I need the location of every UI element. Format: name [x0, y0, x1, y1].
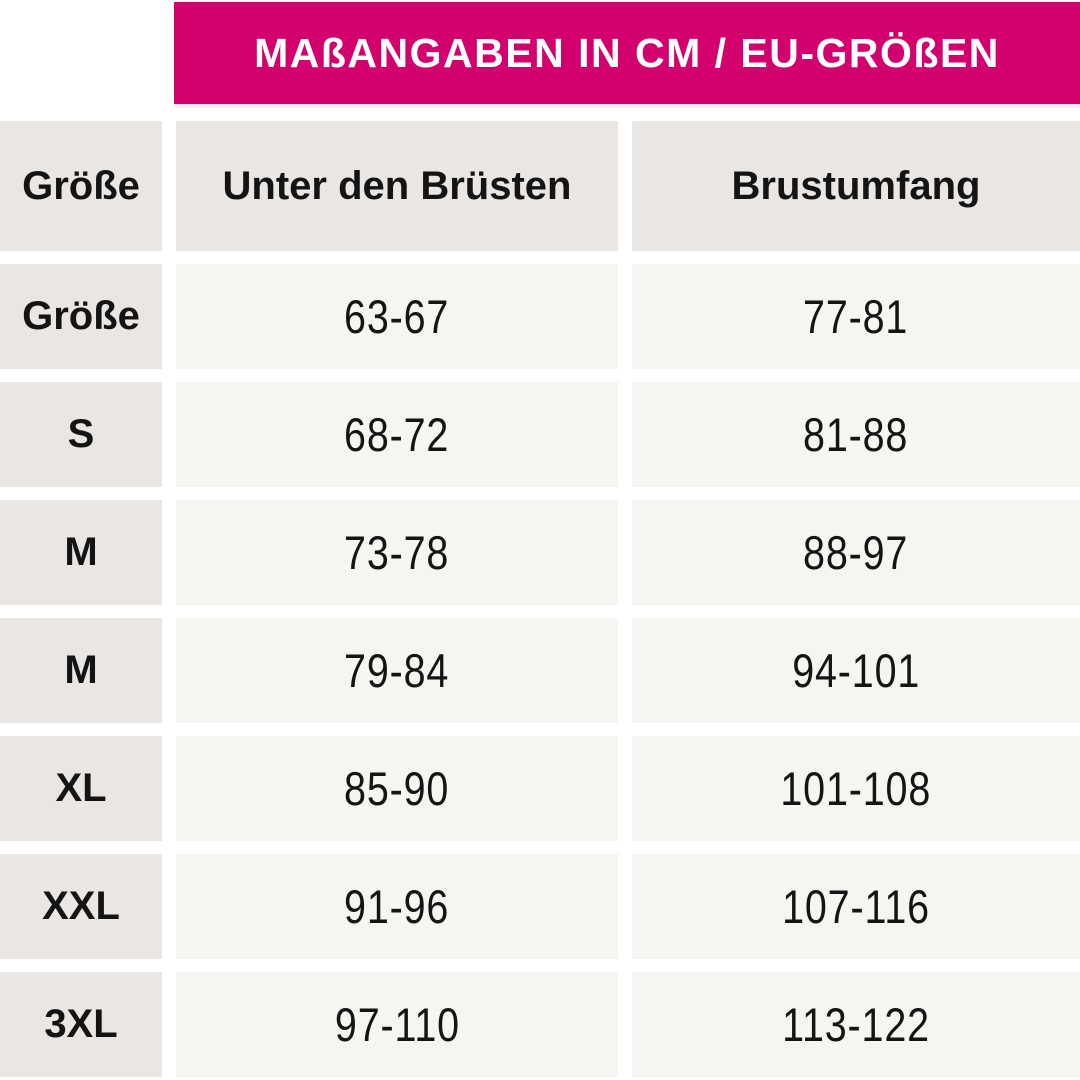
page-title: MAßANGABEN IN CM / EU-GRÖßEN [254, 29, 1000, 76]
cell-text: 81-88 [803, 408, 909, 461]
under-bust-value: 85-90 [176, 736, 618, 841]
under-bust-value: 63-67 [176, 264, 618, 369]
bust-value: 88-97 [632, 500, 1080, 605]
under-bust-value: 73-78 [176, 500, 618, 605]
bust-value: 107-116 [632, 854, 1080, 959]
column-header-size: Größe [0, 121, 162, 251]
cell-text: 113-122 [782, 998, 930, 1051]
cell-text: 101-108 [780, 762, 932, 815]
column-header-under-bust: Unter den Brüsten [176, 121, 618, 251]
row-label-size: M [0, 618, 162, 723]
bust-value: 94-101 [632, 618, 1080, 723]
cell-text: 85-90 [344, 762, 450, 815]
cell-text: 68-72 [344, 408, 450, 461]
row-label-size: S [0, 382, 162, 487]
cell-text: 63-67 [344, 290, 450, 343]
bust-value: 101-108 [632, 736, 1080, 841]
row-label-size: Größe [0, 264, 162, 369]
cell-text: 94-101 [792, 644, 920, 697]
title-banner: MAßANGABEN IN CM / EU-GRÖßEN [174, 2, 1080, 104]
under-bust-value: 68-72 [176, 382, 618, 487]
row-label-size: M [0, 500, 162, 605]
bust-value: 113-122 [632, 972, 1080, 1077]
cell-text: 107-116 [782, 880, 930, 933]
row-label-size: XL [0, 736, 162, 841]
cell-text: 97-110 [334, 998, 460, 1051]
cell-text: 73-78 [344, 526, 450, 579]
row-label-size: 3XL [0, 972, 162, 1077]
under-bust-value: 79-84 [176, 618, 618, 723]
cell-text: 88-97 [803, 526, 909, 579]
under-bust-value: 91-96 [176, 854, 618, 959]
cell-text: 91-96 [344, 880, 450, 933]
under-bust-value: 97-110 [176, 972, 618, 1077]
bust-value: 77-81 [632, 264, 1080, 369]
cell-text: 79-84 [344, 644, 450, 697]
row-label-size: XXL [0, 854, 162, 959]
column-header-bust: Brustumfang [632, 121, 1080, 251]
bust-value: 81-88 [632, 382, 1080, 487]
size-table: Größe Unter den Brüsten Brustumfang Größ… [0, 121, 1080, 1077]
cell-text: 77-81 [803, 290, 909, 343]
